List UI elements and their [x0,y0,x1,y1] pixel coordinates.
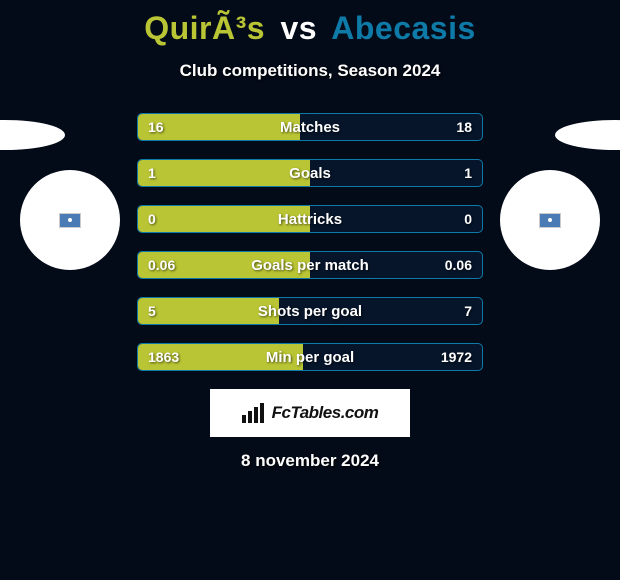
stat-bar: 57Shots per goal [137,297,483,325]
stat-bar: 11Goals [137,159,483,187]
player2-name: Abecasis [331,10,476,46]
left-flag-icon [59,213,81,228]
stat-label: Min per goal [138,344,482,370]
vs-label: vs [280,10,317,46]
stat-label: Matches [138,114,482,140]
stat-label: Shots per goal [138,298,482,324]
left-circle [20,170,120,270]
right-flag-icon [539,213,561,228]
stat-label: Goals per match [138,252,482,278]
date-label: 8 november 2024 [0,451,620,471]
page-title: QuirÃ³s vs Abecasis [0,0,620,47]
stats-bars: 1618Matches 11Goals 00Hattricks 0.060.06Goa… [137,113,483,371]
subtitle: Club competitions, Season 2024 [0,61,620,81]
stat-bar: 0.060.06Goals per match [137,251,483,279]
brand-bars-icon [242,403,268,423]
right-ellipse [555,120,620,150]
stat-label: Goals [138,160,482,186]
player1-name: QuirÃ³s [144,10,265,46]
brand-badge: FcTables.com [210,389,410,437]
stat-bar: 1618Matches [137,113,483,141]
brand-text: FcTables.com [272,403,379,423]
stat-bar: 18631972Min per goal [137,343,483,371]
stat-label: Hattricks [138,206,482,232]
right-circle [500,170,600,270]
stat-bar: 00Hattricks [137,205,483,233]
left-ellipse [0,120,65,150]
